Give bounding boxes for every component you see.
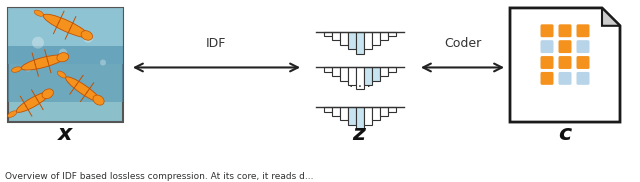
Bar bbox=[364, 32, 372, 49]
Bar bbox=[348, 32, 356, 49]
FancyBboxPatch shape bbox=[541, 40, 554, 53]
Ellipse shape bbox=[21, 55, 65, 70]
Bar bbox=[380, 32, 388, 40]
Ellipse shape bbox=[34, 10, 44, 16]
Text: Overview of IDF based lossless compression. At its core, it reads d...: Overview of IDF based lossless compressi… bbox=[5, 172, 314, 181]
Circle shape bbox=[83, 33, 93, 43]
Bar bbox=[388, 68, 396, 72]
Bar bbox=[332, 32, 340, 40]
Bar bbox=[340, 68, 348, 81]
Ellipse shape bbox=[44, 14, 89, 37]
Bar bbox=[364, 107, 372, 125]
Ellipse shape bbox=[58, 71, 66, 78]
Text: · · ·: · · · bbox=[349, 80, 371, 94]
Bar bbox=[388, 32, 396, 36]
FancyBboxPatch shape bbox=[541, 72, 554, 85]
Ellipse shape bbox=[66, 77, 100, 102]
Circle shape bbox=[100, 60, 106, 66]
Text: $\boldsymbol{z}$: $\boldsymbol{z}$ bbox=[353, 123, 367, 145]
Ellipse shape bbox=[8, 111, 17, 117]
Bar bbox=[356, 32, 364, 54]
Bar bbox=[372, 68, 380, 81]
Polygon shape bbox=[602, 8, 620, 26]
Ellipse shape bbox=[81, 31, 93, 40]
FancyBboxPatch shape bbox=[559, 72, 572, 85]
Circle shape bbox=[24, 64, 32, 72]
Bar bbox=[324, 107, 332, 112]
FancyBboxPatch shape bbox=[541, 56, 554, 69]
Bar bbox=[8, 8, 123, 64]
Bar bbox=[324, 32, 332, 36]
Text: Coder: Coder bbox=[444, 37, 482, 50]
Bar bbox=[380, 107, 388, 116]
Bar bbox=[348, 68, 356, 85]
FancyBboxPatch shape bbox=[541, 24, 554, 37]
Bar bbox=[332, 68, 340, 76]
Bar bbox=[356, 68, 364, 89]
Bar bbox=[340, 32, 348, 45]
FancyBboxPatch shape bbox=[559, 56, 572, 69]
Ellipse shape bbox=[93, 95, 104, 105]
FancyBboxPatch shape bbox=[577, 72, 589, 85]
FancyBboxPatch shape bbox=[577, 56, 589, 69]
Bar bbox=[364, 68, 372, 85]
Bar bbox=[356, 107, 364, 129]
Bar bbox=[348, 107, 356, 125]
Ellipse shape bbox=[57, 53, 68, 62]
Bar bbox=[380, 68, 388, 76]
Circle shape bbox=[32, 37, 44, 49]
Bar bbox=[372, 32, 380, 45]
Bar bbox=[324, 68, 332, 72]
Text: $\boldsymbol{x}$: $\boldsymbol{x}$ bbox=[56, 123, 74, 145]
FancyBboxPatch shape bbox=[559, 24, 572, 37]
Text: $\boldsymbol{c}$: $\boldsymbol{c}$ bbox=[557, 123, 572, 145]
FancyBboxPatch shape bbox=[577, 24, 589, 37]
Bar bbox=[8, 8, 123, 46]
Ellipse shape bbox=[42, 89, 53, 99]
Bar bbox=[8, 46, 123, 102]
FancyBboxPatch shape bbox=[559, 40, 572, 53]
Bar bbox=[340, 107, 348, 120]
Circle shape bbox=[59, 49, 67, 57]
Ellipse shape bbox=[17, 92, 50, 112]
Bar bbox=[332, 107, 340, 116]
Ellipse shape bbox=[12, 67, 21, 72]
Bar bbox=[8, 8, 123, 122]
Bar bbox=[388, 107, 396, 112]
Text: IDF: IDF bbox=[206, 37, 226, 50]
FancyBboxPatch shape bbox=[577, 40, 589, 53]
Polygon shape bbox=[510, 8, 620, 122]
Bar bbox=[372, 107, 380, 120]
